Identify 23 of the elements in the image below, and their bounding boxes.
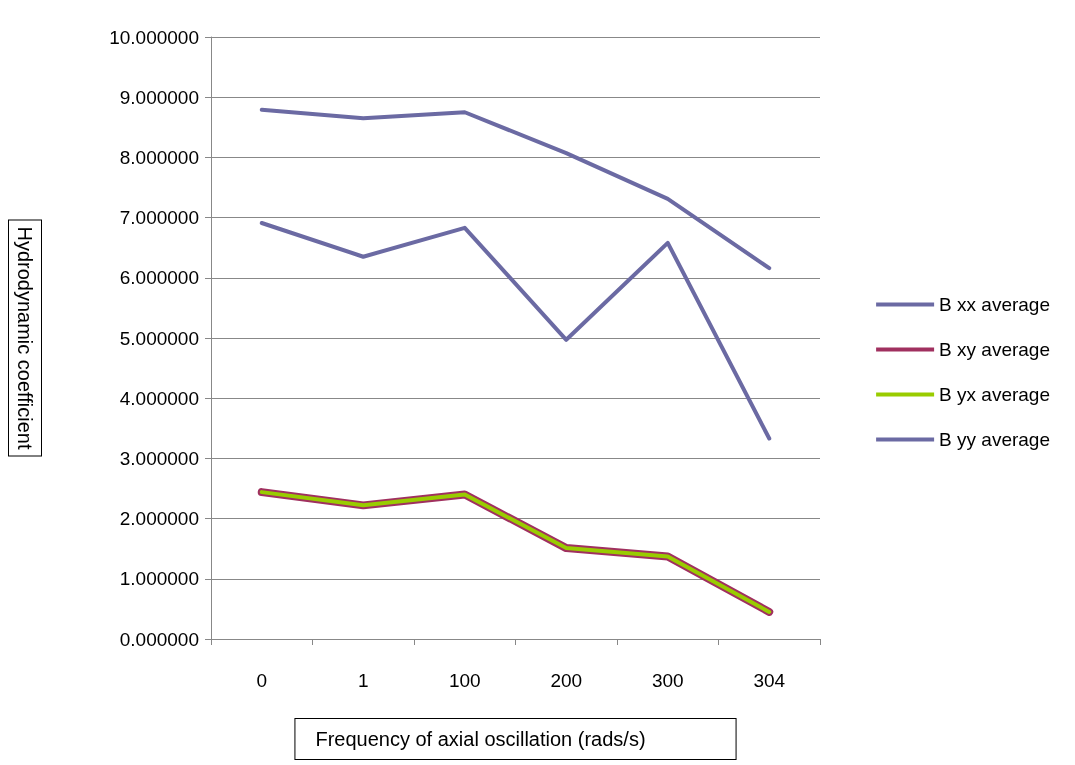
y-tick-label: 6.000000 — [119, 267, 199, 289]
y-tick-label: 7.000000 — [119, 207, 199, 229]
y-tick-label: 8.000000 — [119, 146, 199, 168]
x-tick-label: 304 — [753, 670, 786, 691]
x-axis-title: Frequency of axial oscillation (rads/s) — [315, 728, 646, 750]
x-tick-label: 300 — [651, 670, 684, 691]
x-tick-label: 200 — [550, 670, 583, 691]
x-tick-label: 100 — [448, 670, 481, 691]
y-tick-label: 4.000000 — [119, 387, 199, 409]
legend-label: B xx average — [939, 294, 1051, 315]
x-tick-label: 1 — [357, 670, 369, 691]
y-tick-label: 5.000000 — [119, 327, 199, 349]
y-axis-title: Hydrodynamic coefficient — [14, 226, 36, 450]
x-tick-label: 0 — [256, 670, 268, 691]
y-tick-label: 9.000000 — [119, 86, 199, 108]
y-tick-label: 1.000000 — [119, 568, 199, 590]
legend-label: B yx average — [939, 384, 1051, 405]
legend-label: B xy average — [939, 339, 1051, 360]
legend-label: B yy average — [939, 429, 1051, 450]
y-tick-label: 10.000000 — [109, 26, 199, 48]
y-tick-label: 0.000000 — [119, 628, 199, 650]
y-tick-label: 3.000000 — [119, 447, 199, 469]
y-tick-label: 2.000000 — [119, 508, 199, 530]
